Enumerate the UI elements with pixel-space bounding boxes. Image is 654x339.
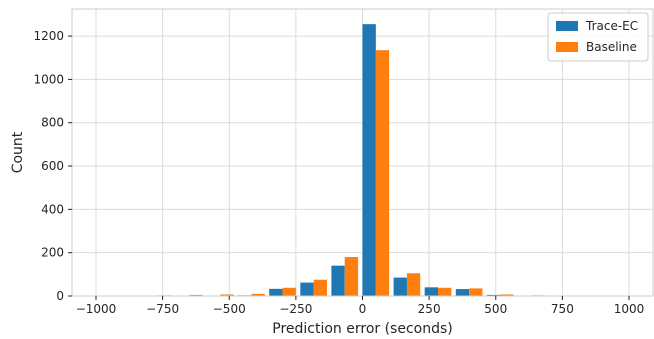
bar-baseline [313, 279, 327, 296]
bar-baseline [375, 50, 390, 296]
y-tick-label: 1000 [33, 72, 64, 86]
x-tick-label: −500 [213, 302, 246, 316]
legend-swatch [556, 42, 578, 52]
bar-trace-ec [300, 282, 314, 296]
x-axis-label: Prediction error (seconds) [272, 321, 453, 337]
legend-label: Trace-EC [585, 19, 638, 33]
bar-baseline [220, 294, 234, 296]
bar-trace-ec [331, 265, 345, 296]
bar-trace-ec [269, 288, 283, 296]
bar-baseline [438, 287, 452, 296]
bar-baseline [500, 294, 514, 296]
y-tick-label: 800 [41, 116, 64, 130]
y-tick-label: 400 [41, 202, 64, 216]
legend: Trace-EC Baseline [547, 12, 649, 62]
bar-baseline [189, 294, 203, 296]
bar-trace-ec [424, 287, 439, 296]
y-tick-label: 0 [56, 289, 64, 303]
x-tick-label: 0 [359, 302, 367, 316]
bar-baseline [406, 273, 421, 296]
x-tick-label: 1000 [614, 302, 645, 316]
bar-baseline [344, 257, 359, 296]
x-tick-label: 500 [484, 302, 507, 316]
x-tick-label: 750 [551, 302, 574, 316]
legend-label: Baseline [586, 40, 637, 54]
bar-trace-ec [393, 277, 407, 296]
y-tick-label: 600 [41, 159, 64, 173]
bar-trace-ec [486, 294, 501, 296]
x-axis-ticks: −1000 −750 −500 −250 0 250 500 750 1000 [76, 296, 645, 316]
y-axis-label: Count [10, 131, 26, 173]
x-tick-label: 250 [418, 302, 441, 316]
bar-baseline [282, 287, 296, 296]
y-axis-ticks: 0 200 400 600 800 1000 1200 [33, 29, 72, 303]
bars [82, 24, 638, 297]
x-tick-label: −1000 [76, 302, 117, 316]
y-tick-label: 1200 [33, 29, 64, 43]
legend-swatch [556, 21, 578, 31]
y-tick-label: 200 [41, 246, 64, 260]
bar-trace-ec [455, 289, 470, 296]
bar-baseline [251, 293, 265, 296]
x-tick-label: −250 [279, 302, 312, 316]
bar-trace-ec [362, 24, 376, 297]
bar-baseline [469, 288, 483, 296]
x-tick-label: −750 [146, 302, 179, 316]
